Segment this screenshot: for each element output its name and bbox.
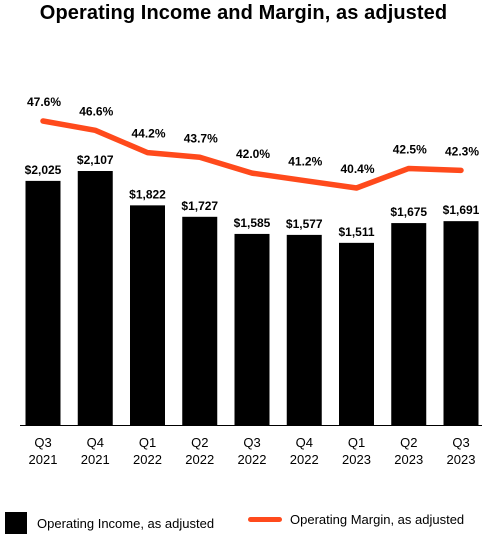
x-tick-label-3-0: Q2 bbox=[191, 435, 208, 450]
bar-1 bbox=[77, 171, 113, 425]
legend-label-operating-income: Operating Income, as adjusted bbox=[37, 515, 215, 531]
x-tick-label-4-1: 2022 bbox=[238, 452, 267, 467]
legend-swatch-line bbox=[248, 517, 282, 522]
bar-4 bbox=[234, 233, 270, 425]
legend-swatch-bar bbox=[5, 512, 27, 534]
x-tick-label-5-0: Q4 bbox=[296, 435, 313, 450]
bar-value-label-6: $1,511 bbox=[338, 225, 374, 239]
bar-value-label-5: $1,577 bbox=[286, 217, 323, 231]
margin-value-label-1: 46.6% bbox=[79, 104, 113, 118]
bar-value-label-2: $1,822 bbox=[129, 187, 166, 201]
bar-5 bbox=[286, 234, 322, 425]
bar-0 bbox=[25, 180, 61, 425]
x-tick-label-0-1: 2021 bbox=[29, 452, 58, 467]
x-tick-label-3-1: 2022 bbox=[185, 452, 214, 467]
bars-layer bbox=[25, 171, 479, 425]
bar-3 bbox=[182, 216, 218, 425]
margin-value-label-7: 42.5% bbox=[393, 142, 427, 156]
margin-value-label-6: 40.4% bbox=[340, 162, 374, 176]
bar-value-label-0: $2,025 bbox=[25, 163, 62, 177]
bar-value-label-1: $2,107 bbox=[77, 153, 114, 167]
margin-value-label-3: 43.7% bbox=[184, 131, 218, 145]
margin-value-label-2: 44.2% bbox=[131, 127, 165, 141]
margin-line bbox=[40, 118, 464, 191]
labels-layer: $2,025 $2,107 $1,822 $1,727 $1,585 $1,577 $1,5… bbox=[25, 95, 480, 239]
x-tick-label-5-1: 2022 bbox=[290, 452, 319, 467]
x-tick-label-7-1: 2023 bbox=[394, 452, 423, 467]
bar-7 bbox=[391, 223, 427, 425]
x-axis: Q3 2021 Q4 2021 Q1 2022 Q2 2022 Q3 2022 Q4 2022 Q1 20… bbox=[20, 425, 482, 467]
x-tick-label-1-1: 2021 bbox=[81, 452, 110, 467]
x-tick-label-7-0: Q2 bbox=[400, 435, 417, 450]
x-tick-label-6-1: 2023 bbox=[342, 452, 371, 467]
legend-label-operating-margin: Operating Margin, as adjusted bbox=[290, 512, 465, 527]
bar-8 bbox=[443, 221, 479, 425]
x-tick-label-8-1: 2023 bbox=[447, 452, 476, 467]
bar-value-label-7: $1,675 bbox=[390, 205, 427, 219]
margin-value-label-0: 47.6% bbox=[27, 95, 61, 109]
bar-value-label-8: $1,691 bbox=[443, 203, 480, 217]
margin-value-label-5: 41.2% bbox=[288, 155, 322, 169]
bar-value-label-3: $1,727 bbox=[181, 199, 218, 213]
x-tick-label-6-0: Q1 bbox=[348, 435, 365, 450]
bar-value-label-4: $1,585 bbox=[234, 216, 271, 230]
margin-value-label-4: 42.0% bbox=[236, 147, 270, 161]
bar-2 bbox=[130, 205, 165, 425]
legend-item-operating-income: Operating Income, as adjusted bbox=[5, 512, 214, 534]
chart-title: Operating Income and Margin, as adjusted bbox=[39, 2, 448, 24]
x-tick-label-2-1: 2022 bbox=[133, 452, 162, 467]
margin-value-label-8: 42.3% bbox=[445, 144, 479, 158]
x-tick-label-0-0: Q3 bbox=[34, 435, 51, 450]
bar-6 bbox=[339, 242, 374, 425]
x-tick-label-1-0: Q4 bbox=[87, 435, 104, 450]
x-tick-label-2-0: Q1 bbox=[139, 435, 156, 450]
x-tick-label-4-0: Q3 bbox=[243, 435, 260, 450]
legend-item-operating-margin: Operating Margin, as adjusted bbox=[248, 512, 464, 527]
x-tick-label-8-0: Q3 bbox=[452, 435, 469, 450]
line-layer bbox=[40, 118, 464, 191]
